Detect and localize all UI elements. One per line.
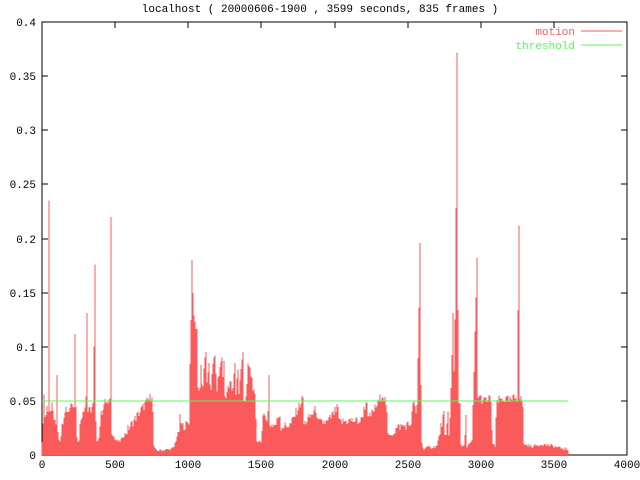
y-tick-label: 0.2: [16, 235, 36, 247]
y-tick-label: 0.25: [10, 180, 36, 192]
x-tick-label: 1500: [248, 460, 274, 472]
legend-label-motion: motion: [535, 27, 575, 39]
x-tick-label: 2500: [395, 460, 421, 472]
y-tick-label: 0.15: [10, 289, 36, 301]
y-tick-label: 0.3: [16, 126, 36, 138]
y-tick-label: 0.05: [10, 397, 36, 409]
x-tick-label: 1000: [175, 460, 201, 472]
x-tick-label: 500: [105, 460, 125, 472]
plot-border: [41, 21, 628, 456]
y-tick-label: 0.1: [16, 343, 36, 355]
x-tick-label: 3500: [541, 460, 567, 472]
chart-title: localhost ( 20000606-1900 , 3599 seconds…: [141, 4, 499, 16]
x-tick-label: 2000: [322, 460, 348, 472]
y-tick-label: 0.4: [16, 18, 36, 30]
x-tick-label: 0: [39, 460, 46, 472]
x-tick-label: 4000: [614, 460, 640, 472]
motion-series: [41, 52, 569, 455]
x-tick-label: 3000: [468, 460, 494, 472]
y-tick-label: 0: [29, 451, 36, 463]
y-tick-label: 0.35: [10, 72, 36, 84]
legend-label-threshold: threshold: [516, 41, 575, 53]
